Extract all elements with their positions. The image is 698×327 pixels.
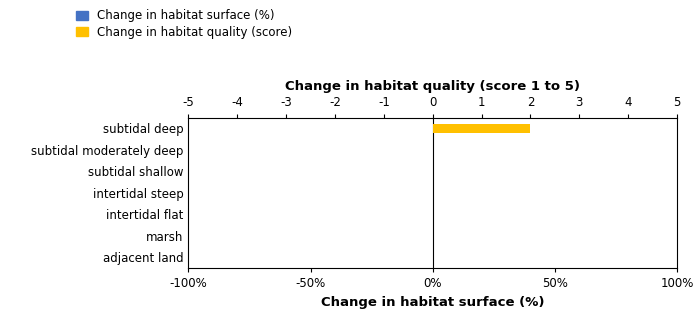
Bar — [433, 124, 530, 133]
X-axis label: Change in habitat surface (%): Change in habitat surface (%) — [321, 296, 544, 309]
Legend: Change in habitat surface (%), Change in habitat quality (score): Change in habitat surface (%), Change in… — [75, 9, 292, 39]
X-axis label: Change in habitat quality (score 1 to 5): Change in habitat quality (score 1 to 5) — [285, 80, 580, 93]
